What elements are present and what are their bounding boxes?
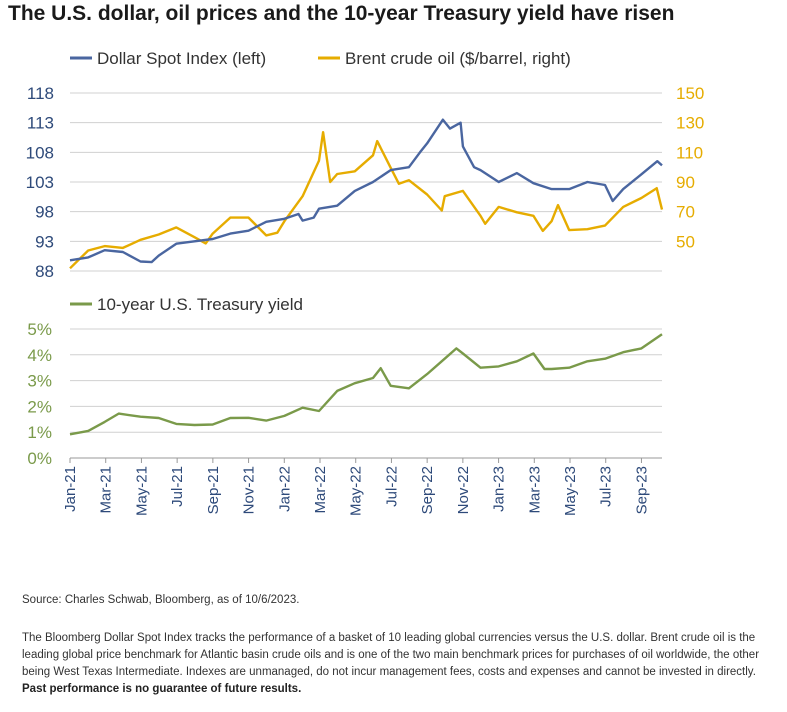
y-right-tick-label: 110	[676, 143, 703, 162]
footnote-disclaimer: Past performance is no guarantee of futu…	[22, 683, 302, 695]
bottom-gridlines	[70, 328, 662, 433]
legend-label-treasury: 10-year U.S. Treasury yield	[97, 295, 303, 314]
series-line-dollar	[69, 118, 663, 264]
y-right-tick-label: 130	[676, 114, 704, 133]
footnote-text: The Bloomberg Dollar Spot Index tracks t…	[22, 632, 760, 678]
x-tick-label: May-21	[133, 466, 150, 516]
x-tick-label: Jan-21	[62, 466, 79, 512]
x-tick-label: Nov-22	[455, 466, 472, 514]
top-right-axis-ticks: 150 130 110 90 70 50	[676, 84, 704, 251]
y-left-tick-label: 108	[26, 143, 54, 162]
x-tick-label: Mar-22	[312, 466, 329, 514]
legend-label-dollar: Dollar Spot Index (left)	[97, 49, 266, 68]
y-left-tick-label: 113	[27, 114, 54, 133]
bottom-legend: 10-year U.S. Treasury yield	[70, 295, 303, 314]
series-line-brent	[69, 131, 664, 270]
x-tick-label: Jul-23	[598, 466, 615, 507]
chart: Dollar Spot Index (left) Brent crude oil…	[26, 49, 705, 516]
bottom-chart: 10-year U.S. Treasury yield 5% 4% 3% 2% 1% 0%…	[27, 295, 663, 516]
y-tick-label: 3%	[27, 372, 52, 391]
y-left-tick-label: 93	[35, 232, 54, 251]
x-tick-label: Sep-21	[205, 466, 222, 514]
y-left-tick-label: 118	[27, 84, 54, 103]
y-left-tick-label: 98	[35, 203, 54, 222]
y-tick-label: 1%	[27, 423, 52, 442]
page-title: The U.S. dollar, oil prices and the 10-y…	[8, 2, 675, 25]
y-right-tick-label: 150	[676, 84, 704, 103]
series-line-treasury	[69, 333, 663, 436]
y-tick-label: 5%	[27, 320, 52, 339]
legend-label-brent: Brent crude oil ($/barrel, right)	[345, 49, 571, 68]
x-tick-label: Mar-21	[98, 466, 115, 514]
top-left-axis-ticks: 118 113 108 103 98 93 88	[26, 84, 54, 281]
y-right-tick-label: 50	[676, 232, 695, 251]
footnote: The Bloomberg Dollar Spot Index tracks t…	[22, 630, 777, 698]
x-tick-label: Jul-21	[169, 466, 186, 507]
y-tick-label: 0%	[27, 449, 52, 468]
y-tick-label: 2%	[27, 397, 52, 416]
x-tick-label: Jan-23	[491, 466, 508, 512]
source-note: Source: Charles Schwab, Bloomberg, as of…	[22, 594, 300, 606]
x-tick-label: May-22	[348, 466, 365, 516]
y-tick-label: 4%	[27, 346, 52, 365]
top-chart: Dollar Spot Index (left) Brent crude oil…	[26, 49, 705, 281]
top-legend: Dollar Spot Index (left) Brent crude oil…	[70, 49, 571, 68]
y-right-tick-label: 70	[676, 203, 695, 222]
y-left-tick-label: 103	[26, 173, 54, 192]
x-tick-label: Jul-22	[383, 466, 400, 507]
x-tick-label: Jan-22	[276, 466, 293, 512]
x-tick-label: Nov-21	[241, 466, 258, 514]
x-tick-label: Sep-23	[633, 466, 650, 514]
x-tick-label: May-23	[562, 466, 579, 516]
y-right-tick-label: 90	[676, 173, 695, 192]
bottom-axis-ticks: 5% 4% 3% 2% 1% 0%	[27, 320, 52, 468]
x-axis-ticks: Jan-21 Mar-21 May-21 Jul-21 Sep-21 Nov-21 Jan-…	[62, 458, 650, 516]
x-tick-label: Mar-23	[526, 466, 543, 514]
top-gridlines	[70, 92, 662, 272]
y-left-tick-label: 88	[35, 262, 54, 281]
x-tick-label: Sep-22	[419, 466, 436, 514]
